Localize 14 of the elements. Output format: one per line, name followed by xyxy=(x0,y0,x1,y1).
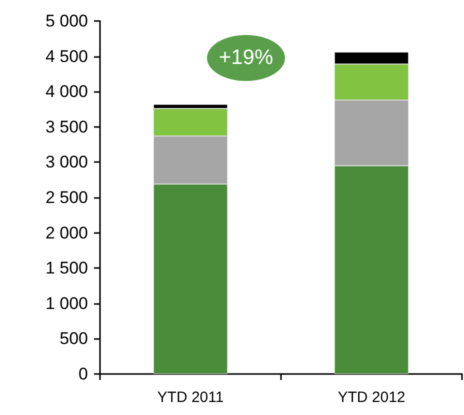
y-tick-label: 1 000 xyxy=(45,294,88,313)
y-tick-label: 5 000 xyxy=(45,12,88,30)
y-tick-label: 500 xyxy=(60,329,88,348)
x-tick-label: YTD 2012 xyxy=(338,389,406,406)
y-tick-label: 4 000 xyxy=(45,82,88,102)
y-tick-label: 3 000 xyxy=(45,152,88,172)
y-tick-label: 4 500 xyxy=(45,46,88,66)
y-tick-label: 2 500 xyxy=(45,188,88,207)
x-tick-label: YTD 2011 xyxy=(157,389,224,406)
y-tick-label: 1 500 xyxy=(45,258,88,278)
y-tick-label: 2 000 xyxy=(45,223,88,242)
oval-badge: +19% xyxy=(207,35,285,81)
y-tick-label: 3 500 xyxy=(45,117,88,136)
y-tick-label: 0 xyxy=(78,364,88,384)
